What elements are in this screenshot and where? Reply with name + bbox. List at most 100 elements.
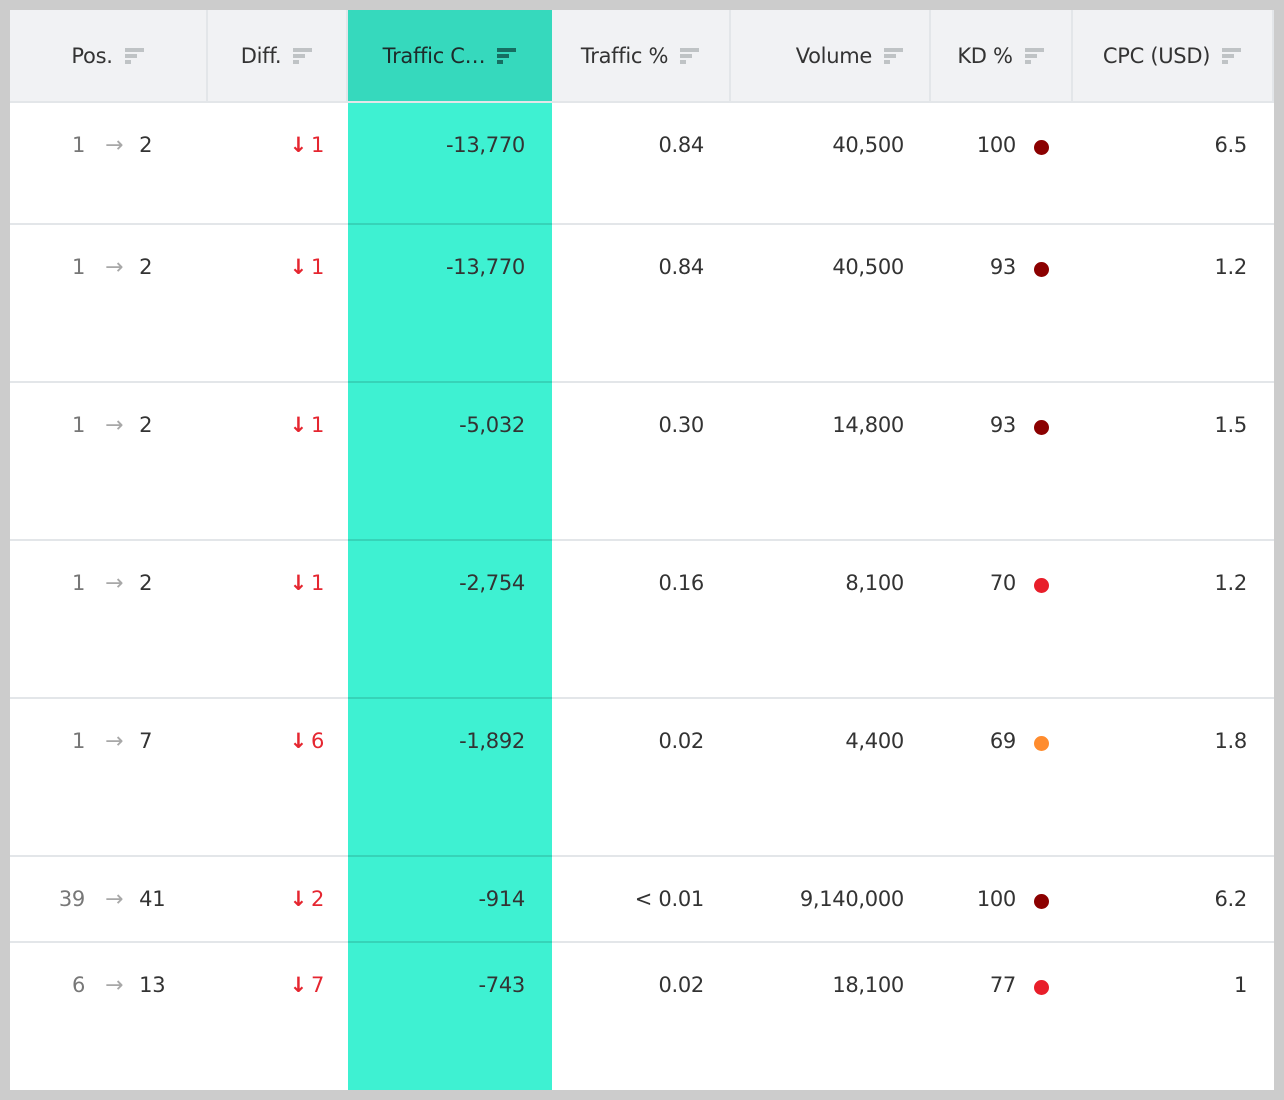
cell-traffic-change: -1,892 bbox=[348, 699, 552, 857]
arrow-right-icon: → bbox=[105, 729, 124, 754]
traffic-change-value: -1,892 bbox=[459, 729, 525, 753]
cell-diff: ↓ 1 bbox=[208, 225, 348, 383]
cell-cpc: 6.5 bbox=[1073, 103, 1274, 225]
cell-volume: 14,800 bbox=[731, 383, 931, 541]
cpc-value: 1.2 bbox=[1214, 255, 1248, 279]
kd-value: 100 bbox=[976, 133, 1016, 157]
diff-value: 1 bbox=[310, 571, 324, 595]
column-header-traffic-pct[interactable]: Traffic % bbox=[552, 10, 731, 103]
column-header-label: Traffic % bbox=[580, 43, 669, 68]
cpc-value: 1 bbox=[1233, 973, 1247, 997]
cell-diff: ↓ 7 bbox=[208, 943, 348, 1090]
volume-value: 9,140,000 bbox=[799, 887, 904, 911]
traffic-pct-value: 0.16 bbox=[658, 571, 704, 595]
cell-traffic-pct: 0.30 bbox=[552, 383, 731, 541]
kd-difficulty-dot-icon bbox=[1034, 262, 1049, 277]
traffic-change-value: -13,770 bbox=[446, 133, 525, 157]
column-header-diff[interactable]: Diff. bbox=[208, 10, 348, 103]
position-current: 2 bbox=[139, 571, 153, 595]
volume-value: 4,400 bbox=[845, 729, 904, 753]
cell-kd: 100 bbox=[931, 857, 1073, 943]
cell-cpc: 1.5 bbox=[1073, 383, 1274, 541]
kd-value: 70 bbox=[989, 571, 1016, 595]
position-current: 2 bbox=[139, 133, 153, 157]
cell-traffic-change: -5,032 bbox=[348, 383, 552, 541]
arrow-right-icon: → bbox=[105, 255, 124, 280]
cell-traffic-pct: 0.02 bbox=[552, 943, 731, 1090]
diff-value: 1 bbox=[310, 413, 324, 437]
traffic-pct-value: 0.02 bbox=[658, 973, 704, 997]
cell-position: 1 → 2 bbox=[10, 383, 208, 541]
volume-value: 40,500 bbox=[832, 255, 904, 279]
diff-value: 2 bbox=[310, 887, 324, 911]
kd-value: 93 bbox=[989, 413, 1016, 437]
position-previous: 1 bbox=[71, 255, 85, 279]
cell-kd: 93 bbox=[931, 225, 1073, 383]
cell-volume: 18,100 bbox=[731, 943, 931, 1090]
sort-icon[interactable] bbox=[680, 47, 700, 64]
arrow-right-icon: → bbox=[105, 413, 124, 438]
arrow-down-icon: ↓ bbox=[289, 255, 308, 279]
sort-icon[interactable] bbox=[1222, 47, 1242, 64]
cell-position: 1 → 7 bbox=[10, 699, 208, 857]
volume-value: 40,500 bbox=[832, 133, 904, 157]
cell-traffic-pct: < 0.01 bbox=[552, 857, 731, 943]
traffic-pct-value: 0.30 bbox=[658, 413, 704, 437]
cell-traffic-pct: 0.84 bbox=[552, 225, 731, 383]
volume-value: 14,800 bbox=[832, 413, 904, 437]
traffic-pct-value: 0.84 bbox=[658, 255, 704, 279]
kd-difficulty-dot-icon bbox=[1034, 736, 1049, 751]
column-header-kd[interactable]: KD % bbox=[931, 10, 1073, 103]
cell-volume: 40,500 bbox=[731, 103, 931, 225]
diff-value: 1 bbox=[310, 133, 324, 157]
column-header-traffic-change[interactable]: Traffic C… bbox=[348, 10, 552, 103]
column-header-label: Traffic C… bbox=[382, 43, 486, 68]
cell-cpc: 1.2 bbox=[1073, 541, 1274, 699]
volume-value: 8,100 bbox=[845, 571, 904, 595]
column-header-label: Diff. bbox=[240, 43, 282, 68]
kd-difficulty-dot-icon bbox=[1034, 420, 1049, 435]
position-current: 7 bbox=[139, 729, 153, 753]
column-header-volume[interactable]: Volume bbox=[731, 10, 931, 103]
diff-value: 7 bbox=[310, 973, 324, 997]
cpc-value: 1.5 bbox=[1214, 413, 1248, 437]
cell-traffic-change: -2,754 bbox=[348, 541, 552, 699]
kd-value: 93 bbox=[989, 255, 1016, 279]
traffic-change-value: -743 bbox=[478, 973, 526, 997]
kd-difficulty-dot-icon bbox=[1034, 140, 1049, 155]
cell-traffic-pct: 0.84 bbox=[552, 103, 731, 225]
cell-kd: 77 bbox=[931, 943, 1073, 1090]
sort-icon[interactable] bbox=[293, 47, 313, 64]
position-previous: 1 bbox=[71, 413, 85, 437]
column-header-pos[interactable]: Pos. bbox=[10, 10, 208, 103]
sort-icon[interactable] bbox=[497, 47, 517, 64]
arrow-right-icon: → bbox=[105, 133, 124, 158]
diff-value: 6 bbox=[310, 729, 324, 753]
traffic-pct-value: 0.84 bbox=[658, 133, 704, 157]
cell-kd: 69 bbox=[931, 699, 1073, 857]
cell-diff: ↓ 6 bbox=[208, 699, 348, 857]
sort-icon[interactable] bbox=[124, 47, 145, 64]
cell-position: 6 → 13 bbox=[10, 943, 208, 1090]
traffic-change-value: -13,770 bbox=[446, 255, 525, 279]
kd-difficulty-dot-icon bbox=[1034, 894, 1049, 909]
cell-cpc: 6.2 bbox=[1073, 857, 1274, 943]
traffic-change-value: -2,754 bbox=[459, 571, 525, 595]
cell-diff: ↓ 1 bbox=[208, 103, 348, 225]
cell-traffic-change: -743 bbox=[348, 943, 552, 1090]
position-current: 2 bbox=[139, 413, 153, 437]
column-header-label: KD % bbox=[957, 43, 1013, 68]
arrow-down-icon: ↓ bbox=[289, 413, 308, 437]
column-header-cpc[interactable]: CPC (USD) bbox=[1073, 10, 1274, 103]
arrow-down-icon: ↓ bbox=[289, 887, 308, 911]
cell-traffic-change: -914 bbox=[348, 857, 552, 943]
kd-difficulty-dot-icon bbox=[1034, 980, 1049, 995]
sort-icon[interactable] bbox=[884, 47, 904, 64]
sort-icon[interactable] bbox=[1024, 47, 1045, 64]
cell-position: 1 → 2 bbox=[10, 103, 208, 225]
positions-table: Pos. Diff. Traffic C… Traffic % Volume K… bbox=[10, 10, 1274, 1090]
arrow-down-icon: ↓ bbox=[289, 133, 308, 157]
arrow-right-icon: → bbox=[105, 571, 124, 596]
table-frame: Pos. Diff. Traffic C… Traffic % Volume K… bbox=[10, 10, 1274, 1090]
cpc-value: 1.2 bbox=[1214, 571, 1248, 595]
